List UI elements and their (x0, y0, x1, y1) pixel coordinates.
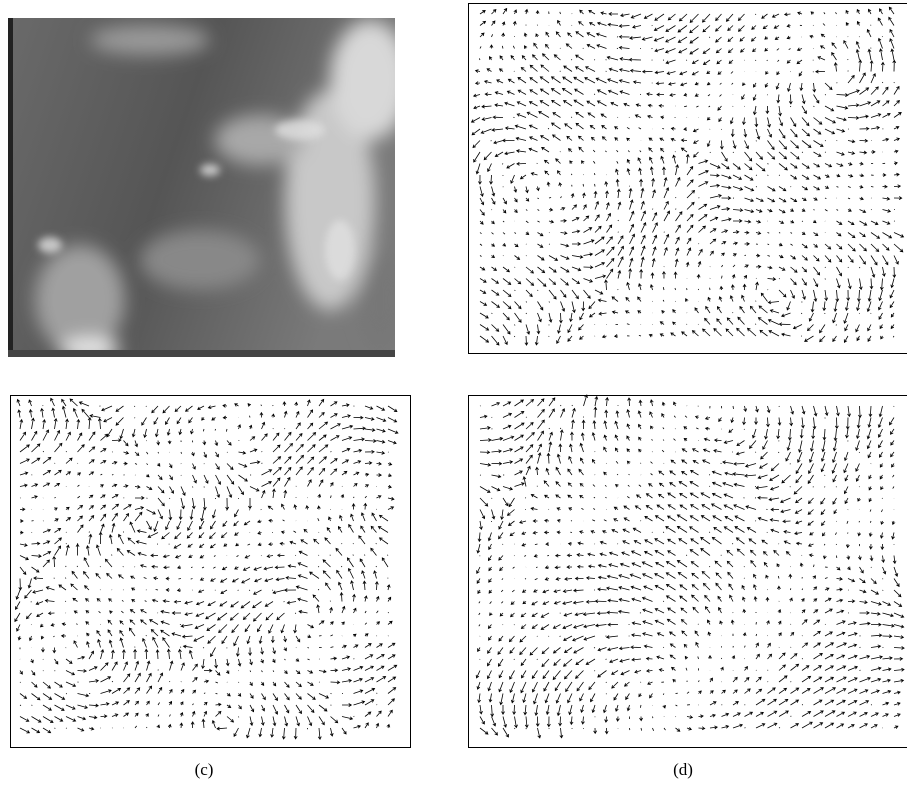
caption: (d) (673, 760, 693, 779)
caption: (c) (195, 760, 214, 779)
arrows (472, 7, 904, 345)
vector-field (476, 395, 904, 738)
satellite-image (8, 18, 410, 362)
vector-field (472, 7, 904, 345)
figure: (c) (d) (0, 0, 907, 785)
vector-field (15, 398, 398, 739)
arrows (476, 395, 904, 738)
panel-frame (469, 4, 907, 354)
panel-frame (469, 396, 907, 748)
arrows (15, 398, 398, 739)
